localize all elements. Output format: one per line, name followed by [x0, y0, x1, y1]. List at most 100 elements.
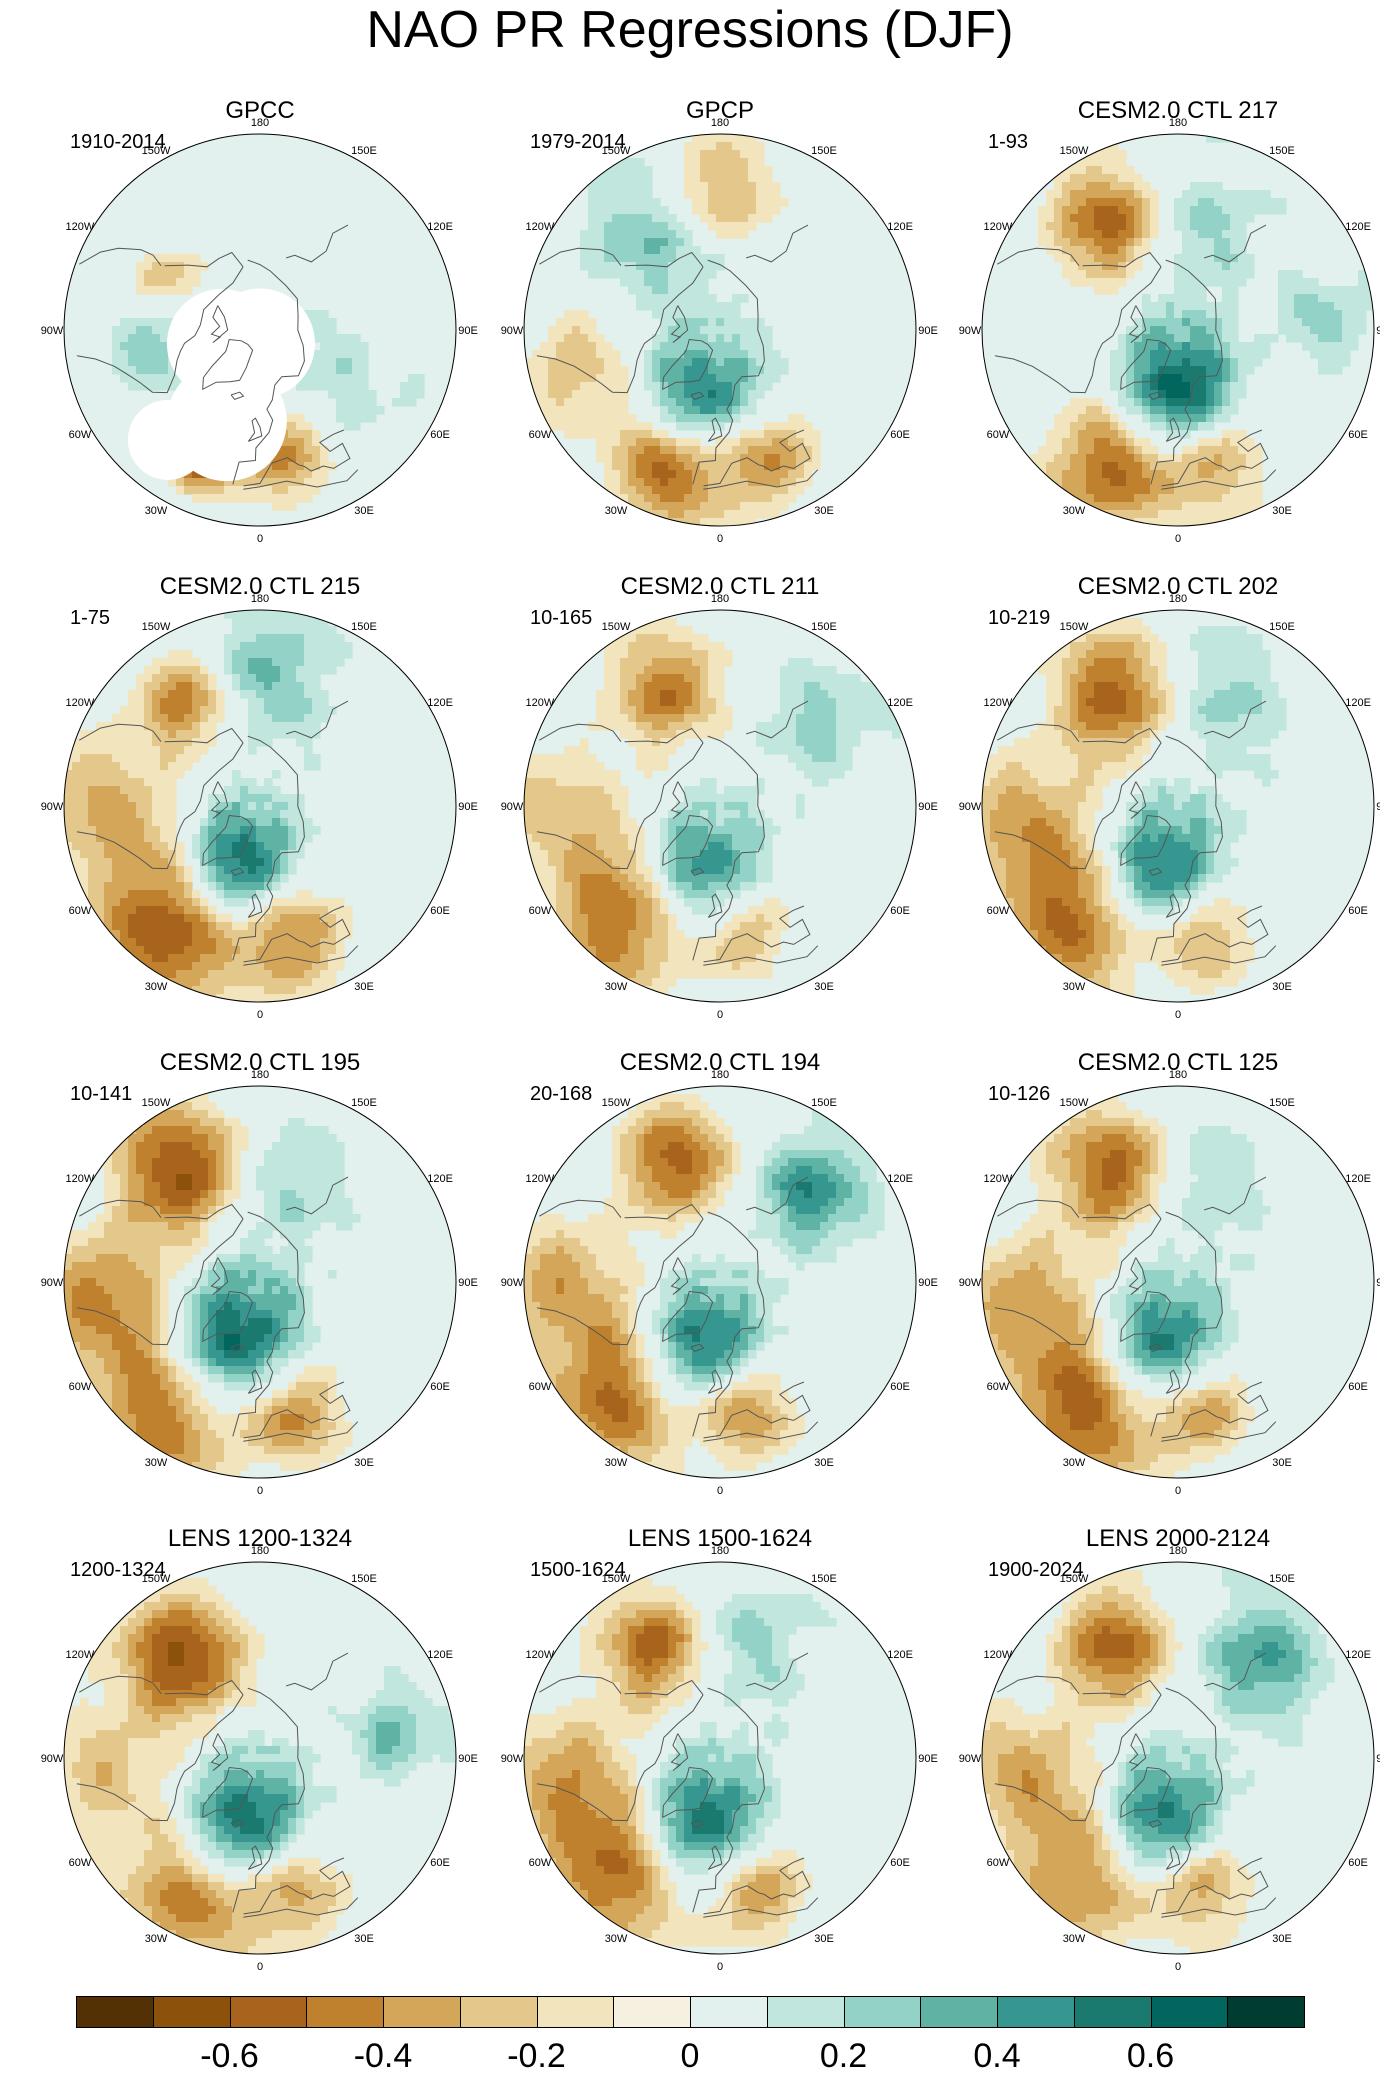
longitude-label: 120E: [427, 1173, 453, 1185]
precip-field: [982, 1086, 1374, 1478]
longitude-label: 30E: [814, 1457, 834, 1469]
longitude-label: 90W: [41, 1277, 64, 1289]
longitude-label: 90W: [41, 801, 64, 813]
longitude-label: 90E: [918, 1277, 938, 1289]
coastline: [79, 1675, 162, 1695]
panel-years: 1-93: [988, 131, 1029, 153]
longitude-label: 60W: [987, 1857, 1010, 1869]
coastline: [1165, 893, 1181, 918]
longitude-label: 0: [717, 1009, 723, 1021]
coastline: [1082, 251, 1162, 268]
polar-map: 0 30E 60E 90E 120E 150E 180 150W 120W 90W 60W 30W: [501, 593, 938, 1021]
polar-map: 0 30E 60E 90E 120E 150E 180 150W 120W 90W 60W 30W: [501, 117, 938, 545]
coastline: [1161, 1897, 1277, 1918]
longitude-label: 30W: [605, 1933, 628, 1945]
colorbar-box: [152, 1996, 231, 2028]
coastline: [662, 339, 714, 391]
panel-years: 10-126: [988, 1083, 1051, 1105]
coastline: [164, 1203, 244, 1220]
longitude-label: 30W: [145, 1457, 168, 1469]
longitude-label: 60W: [987, 1381, 1010, 1393]
longitude-label: 60W: [987, 905, 1010, 917]
precip-field: [524, 134, 916, 526]
longitude-label: 30E: [354, 981, 374, 993]
longitude-label: 120W: [526, 697, 555, 709]
longitude-label: 90W: [501, 325, 524, 337]
longitude-label: 0: [1175, 533, 1181, 545]
longitude-label: 60E: [1348, 905, 1368, 917]
longitude-label: 60W: [529, 905, 552, 917]
coastline: [1161, 1857, 1269, 1915]
longitude-label: 150E: [811, 145, 837, 157]
coastline: [1148, 867, 1163, 876]
coastline: [230, 391, 245, 400]
panel-title: CESM2.0 CTL 217: [1077, 97, 1279, 124]
panel-years: 1900-2024: [988, 1559, 1084, 1581]
longitude-label: 120W: [984, 221, 1013, 233]
coastline: [703, 905, 811, 963]
longitude-label: 180: [1169, 1545, 1187, 1557]
longitude-label: 150W: [1060, 1573, 1089, 1585]
coastline: [1165, 417, 1181, 442]
longitude-label: 120E: [427, 697, 453, 709]
longitude-label: 120E: [427, 221, 453, 233]
coastline: [536, 1218, 704, 1346]
longitude-label: 60W: [529, 1381, 552, 1393]
polar-map: 0 30E 60E 90E 120E 150E 180 150W 120W 90W 60W 30W: [41, 593, 478, 1021]
coastline: [164, 1679, 244, 1696]
longitude-label: 120W: [66, 697, 95, 709]
coastline: [1120, 815, 1172, 867]
polar-map: 0 30E 60E 90E 120E 150E 180 150W 120W 90W 60W 30W: [959, 1069, 1380, 1497]
longitude-label: 30W: [145, 1933, 168, 1945]
panel-title: GPCP: [685, 97, 754, 124]
longitude-label: 0: [257, 533, 263, 545]
map-panel: 0 30E 60E 90E 120E 150E 180 150W 120W 90W 60W 30W CE…: [40, 572, 480, 1042]
coastline: [994, 1694, 1162, 1822]
map-boundary: [523, 609, 917, 1003]
coastline: [243, 905, 351, 963]
coastline: [210, 1733, 229, 1771]
colorbar: -0.6 -0.4 -0.2 0 0.2 0.4 0.6: [76, 1996, 1305, 2082]
map-boundary: [523, 1085, 917, 1479]
coastline: [1148, 1819, 1163, 1828]
coastline: [1204, 224, 1267, 263]
longitude-label: 150E: [351, 145, 377, 157]
coastline: [202, 1291, 254, 1343]
precip-field: [64, 610, 456, 1002]
panel-title: CESM2.0 CTL 211: [620, 573, 820, 600]
coastline: [1161, 1381, 1269, 1439]
colorbar-tick-label: 0.6: [1126, 2037, 1175, 2075]
longitude-label: 120E: [887, 1649, 913, 1661]
longitude-label: 90W: [959, 1277, 982, 1289]
coastline: [79, 247, 162, 267]
coastline: [707, 1369, 723, 1394]
coastline: [994, 742, 1162, 870]
longitude-label: 30E: [814, 981, 834, 993]
longitude-label: 0: [257, 1009, 263, 1021]
map-panel: 0 30E 60E 90E 120E 150E 180 150W 120W 90W 60W 30W CE…: [500, 1048, 940, 1518]
longitude-label: 0: [717, 1485, 723, 1497]
coastline: [703, 1421, 819, 1442]
longitude-label: 120W: [526, 1649, 555, 1661]
longitude-label: 150W: [602, 1097, 631, 1109]
coastline: [746, 700, 809, 739]
map-boundary: [523, 133, 917, 527]
map-panel: 0 30E 60E 90E 120E 150E 180 150W 120W 90W 60W 30W CE…: [958, 572, 1380, 1042]
panel-years: 1200-1324: [70, 1559, 166, 1581]
panel-years: 10-165: [530, 607, 593, 629]
coastline: [76, 1218, 244, 1346]
longitude-label: 150E: [811, 621, 837, 633]
longitude-label: 150W: [142, 1573, 171, 1585]
longitude-label: 180: [1169, 117, 1187, 129]
colorbar-box: [920, 1996, 998, 2028]
longitude-label: 120E: [1345, 1173, 1371, 1185]
longitude-label: 60E: [430, 905, 450, 917]
coastline: [746, 1176, 809, 1215]
coastline: [690, 391, 705, 400]
coastline: [1128, 1257, 1147, 1295]
precip-field: [64, 1086, 456, 1478]
longitude-label: 150E: [1269, 1097, 1295, 1109]
longitude-label: 150E: [811, 1573, 837, 1585]
coastline: [1204, 1652, 1267, 1691]
longitude-label: 180: [711, 593, 729, 605]
